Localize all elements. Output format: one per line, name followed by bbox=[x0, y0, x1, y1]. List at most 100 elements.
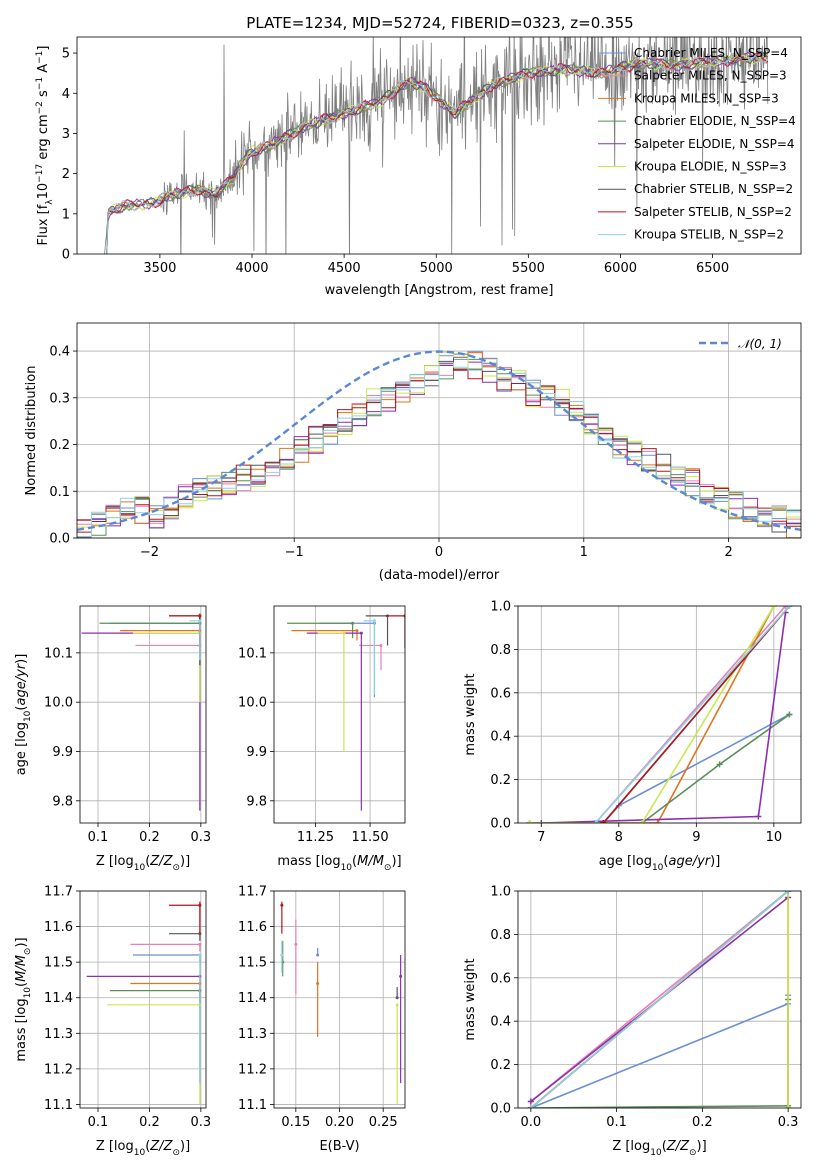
weight-line-1 bbox=[529, 606, 787, 823]
y-tick-label: 0.4 bbox=[490, 1015, 511, 1030]
x-tick-label: 4000 bbox=[235, 261, 268, 276]
axes-frame bbox=[76, 36, 802, 255]
y-tick-label: 0.0 bbox=[490, 1102, 511, 1117]
axes-frame bbox=[517, 605, 802, 824]
y-tick-label: 10.1 bbox=[44, 646, 73, 661]
y-tick-label: 1.0 bbox=[490, 600, 511, 615]
x-tick-label: 0.2 bbox=[692, 1115, 713, 1130]
y-tick-label: 5 bbox=[62, 47, 70, 62]
x-axis-label: Z [log10(Z/Z⊙)] bbox=[612, 1139, 706, 1158]
plot-area bbox=[81, 613, 202, 811]
data-point bbox=[351, 621, 355, 625]
data-point bbox=[280, 953, 284, 957]
weight-marker bbox=[527, 1098, 534, 1105]
legend-entry: Kroupa MILES, N_SSP=3 bbox=[634, 91, 779, 105]
x-tick-label: −2 bbox=[140, 545, 159, 560]
legend: Chabrier MILES, N_SSP=4 Salpeter MILES, N… bbox=[598, 46, 796, 242]
x-axis-label: mass [log10(M/M⊙)] bbox=[277, 854, 401, 873]
legend-entry: Salpeter STELIB, N_SSP=2 bbox=[634, 205, 792, 219]
y-tick-label: 0 bbox=[62, 248, 70, 263]
y-tick-label: 9.8 bbox=[52, 794, 73, 809]
plot-area bbox=[86, 901, 202, 1105]
data-point bbox=[359, 631, 363, 635]
weight-marker bbox=[786, 606, 793, 609]
y-tick-label: 11.1 bbox=[44, 1098, 73, 1113]
weight-marker bbox=[527, 1105, 534, 1108]
weight-marker bbox=[600, 820, 607, 823]
panel-age_vs_mass: 11.25 11.50 9.8 9.9 10.0 10.1 mass [log10(M/M⊙… bbox=[238, 605, 406, 873]
panel-mass_vs_ebv: 0.15 0.20 0.25 11.1 11.2 11.3 11.4 11.5 11.6 11.7… bbox=[238, 885, 406, 1154]
x-tick-label: 3500 bbox=[143, 261, 176, 276]
panel-mass_vs_Z: 0.1 0.2 0.3 11.1 11.2 11.3 11.4 11.5 11.6 11.7 Z [… bbox=[14, 885, 211, 1159]
x-axis-label: E(B-V) bbox=[319, 1139, 359, 1154]
y-tick-label: 11.5 bbox=[44, 956, 73, 971]
weight-marker bbox=[639, 820, 646, 823]
y-tick-label: 9.8 bbox=[246, 794, 267, 809]
y-tick-label: 11.4 bbox=[238, 991, 267, 1006]
plot-area bbox=[104, 37, 769, 254]
y-tick-label: 4 bbox=[62, 87, 70, 102]
x-axis-label: wavelength [Angstrom, rest frame] bbox=[325, 283, 554, 298]
y-tick-label: 0.3 bbox=[49, 391, 70, 406]
y-tick-label: 0.8 bbox=[490, 643, 511, 658]
plot-area bbox=[280, 901, 403, 1105]
panel-weight_vs_age: 7 8 9 10 0.0 0.2 0.4 0.6 0.8 1.0 age [log10(age/yr… bbox=[463, 600, 802, 873]
histogram-step-5 bbox=[77, 351, 801, 528]
y-tick-label: 0.4 bbox=[49, 345, 70, 360]
y-axis-label: mass weight bbox=[463, 958, 478, 1040]
weight-marker bbox=[785, 891, 792, 894]
legend-entry: 𝒩(0, 1) bbox=[738, 337, 782, 351]
panel-weight_vs_Z: 0.0 0.1 0.2 0.3 0.0 0.2 0.4 0.6 0.8 1.0 Z [log10(Z… bbox=[463, 885, 802, 1158]
x-tick-label: 0.15 bbox=[281, 1115, 310, 1130]
y-tick-label: 1 bbox=[62, 207, 70, 222]
x-tick-label: 1 bbox=[580, 545, 588, 560]
panel-age_vs_Z: 0.1 0.2 0.3 9.8 9.9 10.0 10.1 Z [log10(Z/Z⊙)] ag… bbox=[14, 605, 211, 873]
x-tick-label: −1 bbox=[285, 545, 304, 560]
y-tick-label: 11.3 bbox=[44, 1027, 73, 1042]
y-tick-label: 0.8 bbox=[490, 928, 511, 943]
figure-title: PLATE=1234, MJD=52724, FIBERID=0323, z=0… bbox=[246, 14, 633, 32]
x-tick-label: 9 bbox=[692, 830, 700, 845]
data-point bbox=[395, 996, 399, 1000]
y-tick-label: 9.9 bbox=[246, 745, 267, 760]
weight-line-8 bbox=[530, 891, 789, 1108]
data-point bbox=[294, 942, 298, 946]
weight-line-3 bbox=[529, 713, 790, 823]
legend-entry: Chabrier MILES, N_SSP=4 bbox=[634, 46, 788, 60]
weight-marker bbox=[782, 606, 789, 609]
weight-marker bbox=[538, 820, 545, 823]
y-tick-label: 0.2 bbox=[490, 773, 511, 788]
y-tick-label: 10.1 bbox=[238, 646, 267, 661]
x-tick-label: 0.2 bbox=[139, 830, 160, 845]
y-tick-label: 11.4 bbox=[44, 991, 73, 1006]
y-tick-label: 2 bbox=[62, 167, 70, 182]
y-tick-label: 9.9 bbox=[52, 745, 73, 760]
legend-entry: Salpeter MILES, N_SSP=3 bbox=[634, 69, 787, 83]
y-tick-label: 11.5 bbox=[238, 956, 267, 971]
data-point bbox=[198, 953, 202, 957]
data-point bbox=[399, 974, 403, 978]
data-point bbox=[316, 953, 320, 957]
plot-area bbox=[287, 614, 405, 811]
y-tick-label: 0.6 bbox=[490, 971, 511, 986]
data-point bbox=[372, 619, 376, 623]
x-axis-label: age [log10(age/yr)] bbox=[599, 854, 721, 873]
model-line-8 bbox=[104, 52, 769, 254]
x-tick-label: 6500 bbox=[696, 261, 729, 276]
y-tick-label: 11.3 bbox=[238, 1027, 267, 1042]
x-tick-label: 0.0 bbox=[521, 1115, 542, 1130]
x-tick-label: 0.20 bbox=[325, 1115, 354, 1130]
normal-curve-line bbox=[77, 350, 801, 531]
y-axis-label: age [log10(age/yr)] bbox=[14, 654, 33, 776]
axes-frame bbox=[79, 605, 207, 824]
x-tick-label: 10 bbox=[766, 830, 783, 845]
histogram-step-8 bbox=[77, 358, 801, 538]
axes-frame bbox=[79, 890, 207, 1109]
x-tick-label: 5000 bbox=[420, 261, 453, 276]
weight-marker bbox=[755, 813, 762, 820]
weight-marker bbox=[785, 1105, 792, 1108]
y-axis-label: Flux [fλ10−17 erg cm−2 s−1 A−1] bbox=[35, 46, 55, 246]
axes-frame bbox=[273, 605, 406, 824]
